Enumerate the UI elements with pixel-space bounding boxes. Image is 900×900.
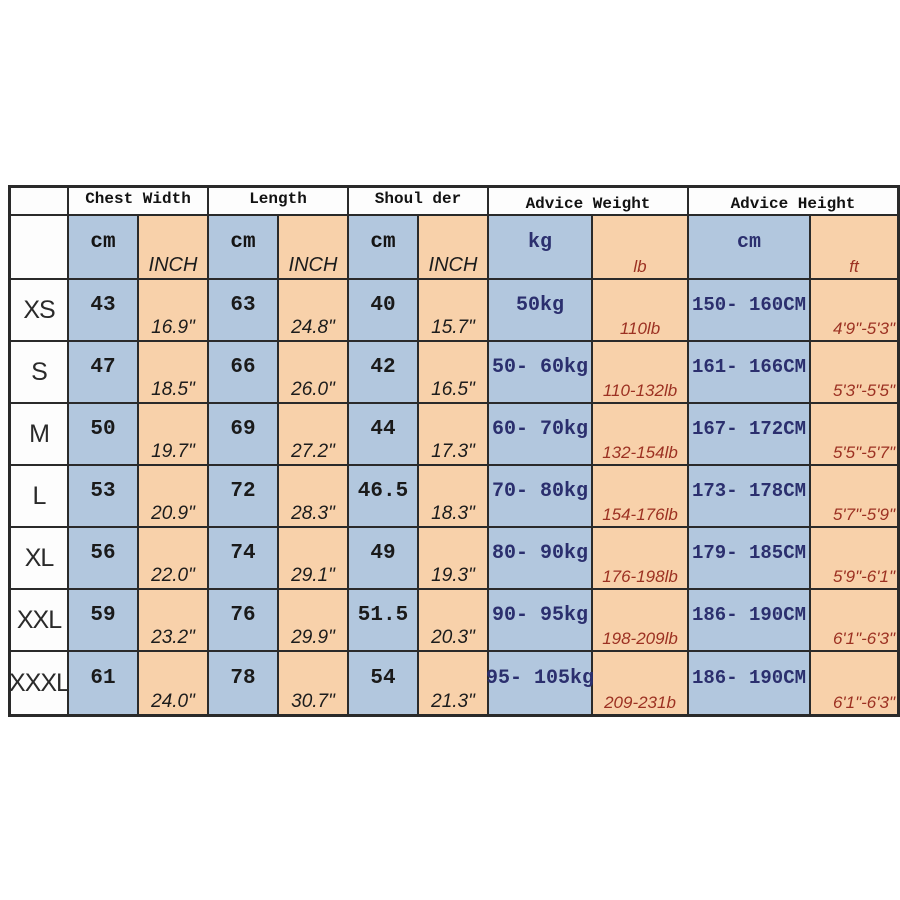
xxl-weight-kg: 90- 95kg [489, 590, 593, 652]
size-chart-table: Chest Width Length Shoul der Advice Weig… [8, 185, 900, 717]
xxl-length-cm: 76 [209, 590, 279, 652]
m-height-cm: 167- 172CM [689, 404, 811, 466]
unit-chest-inch: INCH [139, 216, 209, 280]
xxl-weight-lb: 198-209lb [593, 590, 689, 652]
m-weight-kg: 60- 70kg [489, 404, 593, 466]
s-shoulder-inch: 16.5" [419, 342, 489, 404]
xs-length-inch: 24.8" [279, 280, 349, 342]
unit-height-cm: cm [689, 216, 811, 280]
xl-height-ft: 5'9"-6'1" [811, 528, 897, 590]
xl-length-inch: 29.1" [279, 528, 349, 590]
size-label-xl: XL [11, 528, 69, 590]
xs-shoulder-inch: 15.7" [419, 280, 489, 342]
m-height-ft: 5'5"-5'7" [811, 404, 897, 466]
column-group-advice-weight: Advice Weight [489, 188, 689, 216]
xxxl-length-cm: 78 [209, 652, 279, 714]
l-chest-inch: 20.9" [139, 466, 209, 528]
xxl-length-inch: 29.9" [279, 590, 349, 652]
m-weight-lb: 132-154lb [593, 404, 689, 466]
l-weight-lb: 154-176lb [593, 466, 689, 528]
xl-shoulder-inch: 19.3" [419, 528, 489, 590]
unit-height-ft: ft [811, 216, 897, 280]
unit-length-inch: INCH [279, 216, 349, 280]
xxxl-shoulder-inch: 21.3" [419, 652, 489, 714]
size-label-m: M [11, 404, 69, 466]
xs-chest-cm: 43 [69, 280, 139, 342]
xs-chest-inch: 16.9" [139, 280, 209, 342]
column-group-chest-width: Chest Width [69, 188, 209, 216]
l-height-ft: 5'7"-5'9" [811, 466, 897, 528]
corner-cell [11, 188, 69, 216]
l-weight-kg: 70- 80kg [489, 466, 593, 528]
m-chest-inch: 19.7" [139, 404, 209, 466]
l-shoulder-inch: 18.3" [419, 466, 489, 528]
s-chest-cm: 47 [69, 342, 139, 404]
l-length-inch: 28.3" [279, 466, 349, 528]
size-label-xxl: XXL [11, 590, 69, 652]
xxl-shoulder-cm: 51.5 [349, 590, 419, 652]
s-weight-lb: 110-132lb [593, 342, 689, 404]
l-length-cm: 72 [209, 466, 279, 528]
xxxl-weight-lb: 209-231b [593, 652, 689, 714]
l-shoulder-cm: 46.5 [349, 466, 419, 528]
xs-height-ft: 4'9"-5'3" [811, 280, 897, 342]
xl-shoulder-cm: 49 [349, 528, 419, 590]
xxl-height-ft: 6'1"-6'3" [811, 590, 897, 652]
unit-shoulder-inch: INCH [419, 216, 489, 280]
xxxl-weight-kg: 95- 105kg [486, 652, 594, 714]
s-height-ft: 5'3"-5'5" [811, 342, 897, 404]
xl-length-cm: 74 [209, 528, 279, 590]
xl-chest-cm: 56 [69, 528, 139, 590]
xxl-chest-inch: 23.2" [139, 590, 209, 652]
m-chest-cm: 50 [69, 404, 139, 466]
unit-weight-lb: lb [593, 216, 689, 280]
size-label-l: L [11, 466, 69, 528]
xl-chest-inch: 22.0" [139, 528, 209, 590]
xl-weight-kg: 80- 90kg [489, 528, 593, 590]
unit-chest-cm: cm [69, 216, 139, 280]
column-group-shoulder: Shoul der [349, 188, 489, 216]
unit-weight-kg: kg [489, 216, 593, 280]
column-group-advice-height: Advice Height [689, 188, 897, 216]
xxxl-shoulder-cm: 54 [349, 652, 419, 714]
s-length-cm: 66 [209, 342, 279, 404]
s-weight-kg: 50- 60kg [489, 342, 593, 404]
size-label-xs: XS [11, 280, 69, 342]
m-length-cm: 69 [209, 404, 279, 466]
l-height-cm: 173- 178CM [689, 466, 811, 528]
m-length-inch: 27.2" [279, 404, 349, 466]
xxxl-length-inch: 30.7" [279, 652, 349, 714]
m-shoulder-inch: 17.3" [419, 404, 489, 466]
xs-weight-kg: 50kg [489, 280, 593, 342]
s-chest-inch: 18.5" [139, 342, 209, 404]
xxl-height-cm: 186- 190CM [689, 590, 811, 652]
size-label-xxxl: XXXL [9, 652, 70, 714]
m-shoulder-cm: 44 [349, 404, 419, 466]
xxl-shoulder-inch: 20.3" [419, 590, 489, 652]
xl-height-cm: 179- 185CM [689, 528, 811, 590]
s-height-cm: 161- 166CM [689, 342, 811, 404]
xxl-chest-cm: 59 [69, 590, 139, 652]
l-chest-cm: 53 [69, 466, 139, 528]
xs-shoulder-cm: 40 [349, 280, 419, 342]
xxxl-chest-inch: 24.0" [139, 652, 209, 714]
corner-cell-units [11, 216, 69, 280]
xxxl-height-ft: 6'1"-6'3" [811, 652, 897, 714]
xl-weight-lb: 176-198lb [593, 528, 689, 590]
xs-height-cm: 150- 160CM [689, 280, 811, 342]
size-label-s: S [11, 342, 69, 404]
xxxl-chest-cm: 61 [69, 652, 139, 714]
xs-weight-lb: 110lb [593, 280, 689, 342]
column-group-length: Length [209, 188, 349, 216]
s-shoulder-cm: 42 [349, 342, 419, 404]
xxxl-height-cm: 186- 190CM [689, 652, 811, 714]
unit-length-cm: cm [209, 216, 279, 280]
unit-shoulder-cm: cm [349, 216, 419, 280]
s-length-inch: 26.0" [279, 342, 349, 404]
xs-length-cm: 63 [209, 280, 279, 342]
